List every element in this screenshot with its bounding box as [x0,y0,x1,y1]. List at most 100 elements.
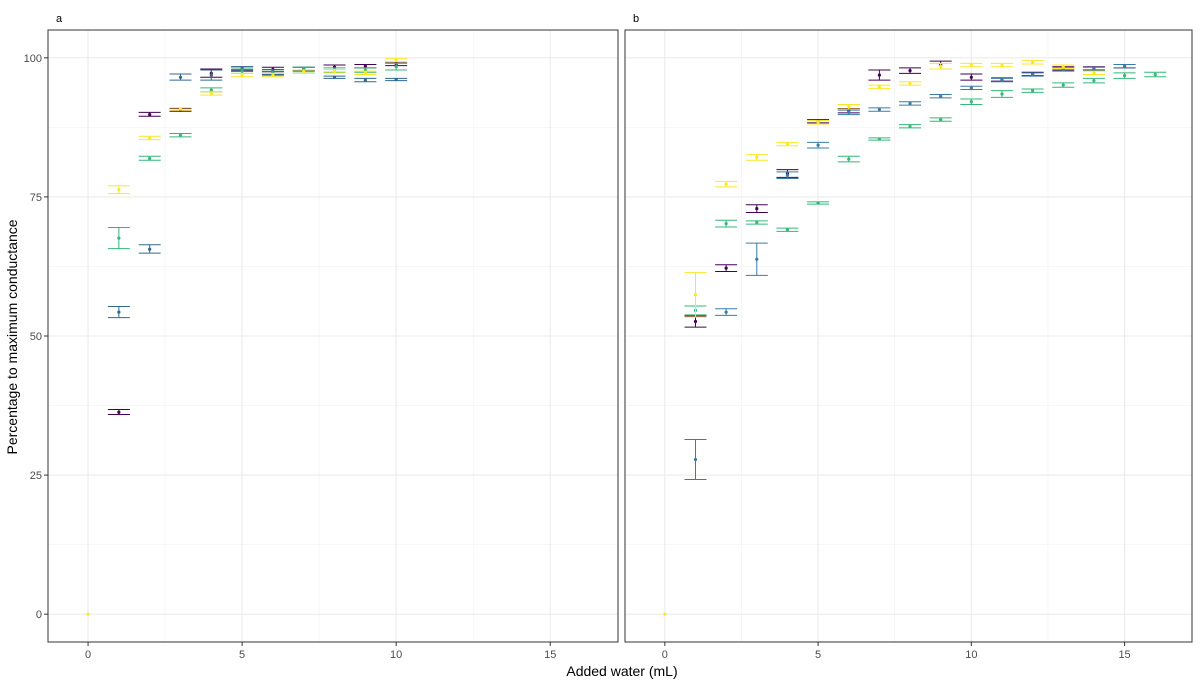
data-point [107,306,130,319]
point-marker [724,222,728,226]
point-marker [209,88,213,92]
point-marker [148,112,152,117]
data-point [684,272,707,318]
y-axis-title: Percentage to maximum conductance [4,219,20,454]
point-marker [939,117,943,122]
series-mid_blue [684,63,1136,481]
data-point [929,62,952,70]
data-point [960,62,983,68]
data-point [292,69,315,74]
point-marker [847,105,851,109]
point-marker [1000,78,1004,82]
point-marker [1092,71,1096,75]
data-point [868,107,891,112]
data-point [1021,60,1044,65]
point-marker [117,310,121,314]
point-marker [785,173,790,177]
point-marker [724,182,728,186]
point-marker [178,75,183,79]
data-point [745,204,768,213]
panel-b: 0 5 10 15 b [624,13,1193,661]
data-point [715,219,738,228]
data-point [745,242,768,276]
data-point [960,98,983,106]
x-tick-label: 10 [390,649,402,661]
data-point [323,69,346,74]
point-marker [178,107,183,111]
point-marker [240,73,244,77]
data-point [200,69,223,81]
data-point [899,124,922,129]
point-marker [877,85,881,89]
data-point [1082,77,1105,84]
data-point [138,155,161,161]
data-point [776,171,799,180]
grid [48,30,618,642]
point-marker [724,310,728,314]
point-marker [939,64,943,68]
data-point [231,72,254,78]
panel-tag-b: b [633,13,639,25]
point-marker [847,157,851,161]
data-point [1021,88,1044,93]
data-point [868,84,891,89]
point-marker [1031,60,1035,64]
data-point [837,104,860,110]
data-point [837,109,860,116]
data-point [107,227,130,250]
point-marker [908,81,912,86]
point-marker [209,73,213,77]
grid [625,30,1192,642]
y-tick-label: 100 [24,53,42,65]
y-tick-label: 0 [36,609,42,621]
point-marker [877,137,881,141]
data-point [868,137,891,141]
point-marker [693,319,698,324]
panel-border [624,29,1193,643]
data-point [715,264,738,272]
point-marker [1122,64,1127,68]
point-marker [117,188,121,192]
point-marker [755,257,759,261]
panel-border [47,29,619,643]
data-point [663,612,667,616]
point-marker [394,77,398,82]
data-point [837,155,860,163]
data-point [86,612,90,616]
point-marker [363,64,367,68]
point-marker [302,70,306,74]
series-yellow [86,57,408,616]
data-point [169,107,192,111]
panel-tag-a: a [56,13,63,25]
data-point [261,72,284,78]
point-marker [969,86,973,90]
point-marker [332,75,337,79]
point-marker [1122,74,1127,78]
series-yellow [663,60,1105,616]
x-axis-title: Added water (mL) [566,663,677,679]
data-point [684,438,707,481]
data-point [715,180,738,188]
data-point [776,227,799,232]
x-tick-label: 0 [662,649,668,661]
point-marker [816,201,820,205]
data-point [929,117,952,122]
point-marker [148,156,152,161]
point-marker [1031,89,1035,93]
x-tick-label: 0 [85,649,91,661]
point-marker [755,155,759,160]
data-point [899,67,922,74]
point-marker [785,142,790,146]
point-marker [1153,72,1157,77]
data-point [868,69,891,81]
data-point [1113,63,1136,69]
data-point [745,154,768,161]
point-marker [117,410,121,414]
point-marker [724,266,728,270]
data-point [138,244,161,254]
point-marker [271,73,275,77]
y-tick-label: 75 [30,192,42,204]
data-point [1052,64,1075,69]
y-axis: 0 25 50 75 100 [24,53,48,621]
